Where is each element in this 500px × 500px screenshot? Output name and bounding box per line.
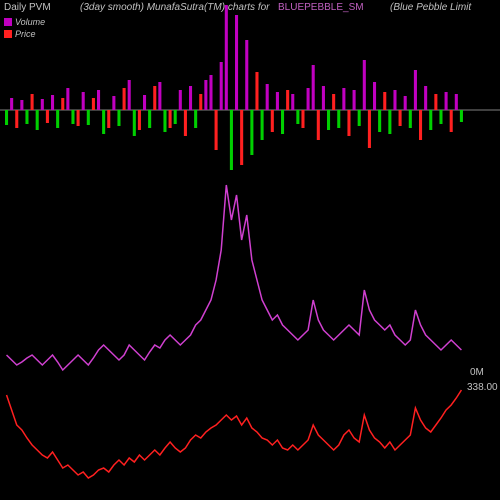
svg-text:338.00: 338.00 [467,382,498,393]
svg-text:0M: 0M [470,367,484,378]
chart-svg: 0M 338.00 [0,0,500,500]
